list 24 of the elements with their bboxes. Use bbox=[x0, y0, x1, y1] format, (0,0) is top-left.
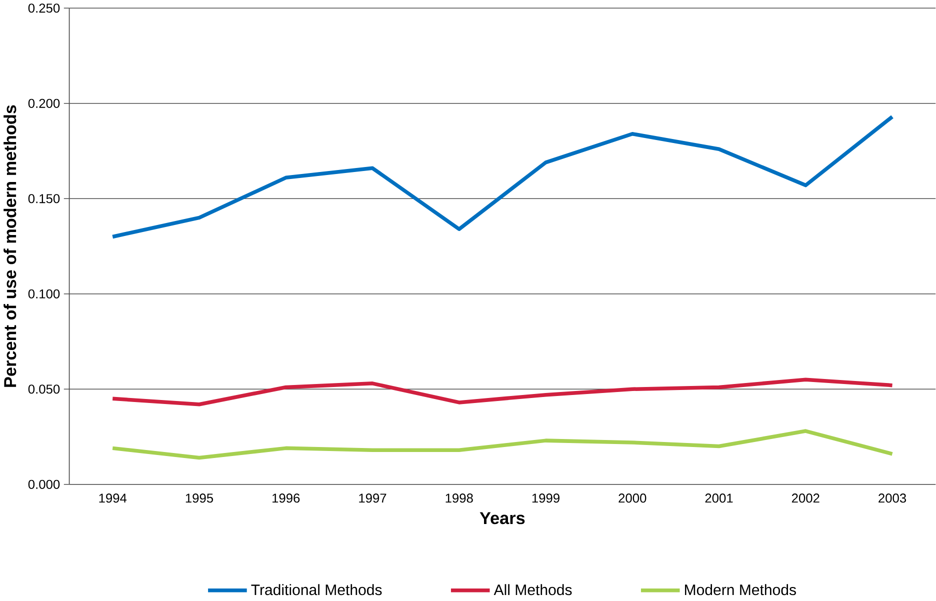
legend-label: All Methods bbox=[494, 584, 572, 596]
line-series bbox=[110, 378, 894, 406]
x-tick-label: 1996 bbox=[272, 494, 300, 503]
x-tick-label: 1998 bbox=[446, 494, 473, 503]
y-axis-title: Percent of use of modern methods bbox=[4, 105, 16, 387]
legend-label: Modern Methods bbox=[685, 584, 796, 596]
x-tick-label: 2003 bbox=[878, 494, 906, 503]
x-tick-label: 1994 bbox=[99, 494, 127, 503]
x-axis-title: Years bbox=[480, 512, 525, 524]
line-series bbox=[110, 114, 894, 239]
line-series bbox=[110, 429, 894, 460]
x-tick-label: 2000 bbox=[618, 494, 646, 503]
legend-label: Traditional Methods bbox=[251, 584, 382, 596]
x-tick-label: 1999 bbox=[532, 494, 560, 503]
x-tick-label: 1997 bbox=[359, 494, 386, 503]
y-tick-label: 0.200 bbox=[28, 98, 60, 108]
x-tick-label: 2002 bbox=[792, 494, 820, 503]
y-tick-label: 0.150 bbox=[28, 194, 60, 204]
x-tick-label: 1995 bbox=[186, 494, 214, 503]
y-tick-label: 0.000 bbox=[28, 480, 60, 489]
y-tick-label: 0.250 bbox=[28, 4, 60, 13]
y-tick-label: 0.050 bbox=[28, 384, 60, 394]
y-tick-label: 0.100 bbox=[28, 289, 60, 298]
x-tick-label: 2001 bbox=[705, 494, 733, 503]
